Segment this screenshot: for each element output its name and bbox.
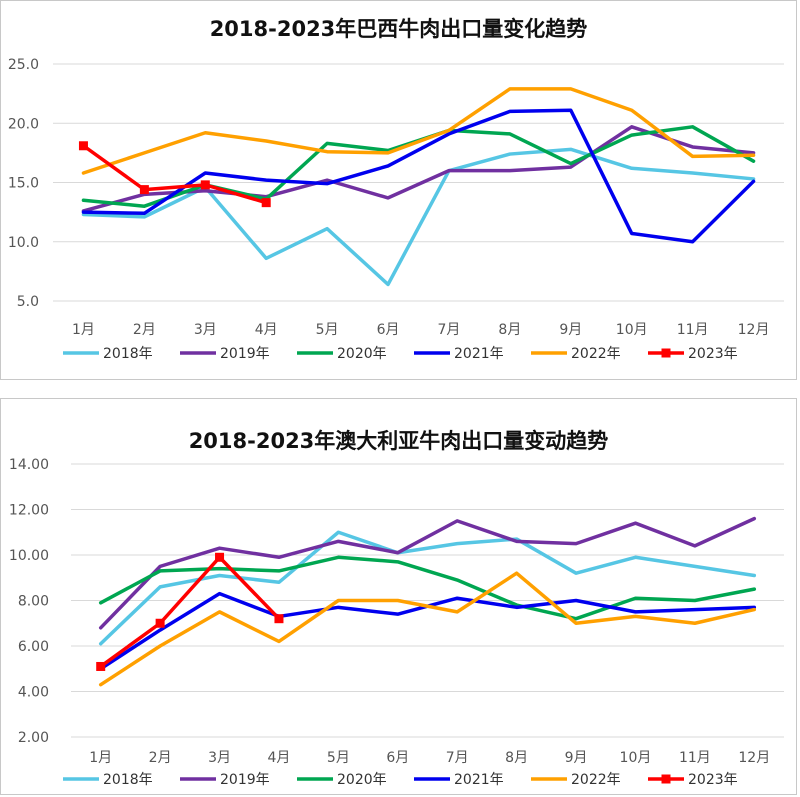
legend-label: 2022年: [571, 346, 621, 362]
data-point-marker: [139, 185, 149, 195]
x-tick-label: 11月: [679, 750, 711, 766]
legend-label: 2021年: [454, 772, 504, 788]
legend-label: 2018年: [103, 346, 153, 362]
x-tick-label: 6月: [386, 750, 409, 766]
x-tick-label: 9月: [565, 750, 588, 766]
legend-label: 2021年: [454, 346, 504, 362]
x-tick-label: 1月: [72, 322, 95, 338]
x-tick-label: 4月: [255, 322, 278, 338]
series-line-2022年: [98, 571, 757, 687]
x-tick-label: 2月: [149, 750, 172, 766]
chart-title: 2018-2023年巴西牛肉出口量变化趋势: [209, 17, 588, 41]
series-line-2019年: [98, 516, 757, 630]
chart-title: 2018-2023年澳大利亚牛肉出口量变动趋势: [188, 429, 609, 453]
brazil-chart-panel: 2018-2023年巴西牛肉出口量变化趋势 5.0 10.0 15.0 20.0 25.…: [0, 0, 797, 380]
x-tick-label: 6月: [377, 322, 400, 338]
legend-label: 2019年: [220, 772, 270, 788]
legend-marker: [661, 774, 671, 784]
series-line-2018年: [98, 530, 757, 646]
y-tick-label: 25.0: [8, 57, 39, 73]
series-line-2023年: [98, 555, 281, 669]
y-tick-label: 4.00: [18, 685, 49, 701]
data-point-marker: [200, 180, 210, 190]
series-line-2023年: [81, 144, 268, 205]
x-tick-label: 2月: [133, 322, 156, 338]
x-tick-label: 12月: [738, 750, 770, 766]
x-tick-label: 12月: [738, 322, 770, 338]
data-point-marker: [261, 198, 271, 208]
x-tick-label: 8月: [505, 750, 528, 766]
y-tick-label: 10.0: [8, 235, 39, 251]
x-tick-label: 7月: [437, 322, 460, 338]
data-point-marker: [96, 661, 106, 671]
x-tick-label: 3月: [208, 750, 231, 766]
legend-label: 2019年: [220, 346, 270, 362]
x-tick-label: 1月: [89, 750, 112, 766]
series-line-2019年: [81, 125, 756, 213]
data-point-marker: [274, 614, 284, 624]
y-tick-label: 20.0: [8, 116, 39, 132]
y-tick-label: 10.00: [9, 548, 49, 564]
x-tick-label: 10月: [620, 750, 652, 766]
legend-label: 2020年: [337, 772, 387, 788]
legend-label: 2018年: [103, 772, 153, 788]
australia-chart-panel: 2018-2023年澳大利亚牛肉出口量变动趋势 2.00 4.00 6.00 8.00…: [0, 398, 797, 795]
data-point-marker: [155, 618, 165, 628]
y-tick-label: 12.00: [9, 503, 49, 519]
legend-label: 2020年: [337, 346, 387, 362]
x-tick-label: 4月: [267, 750, 290, 766]
x-tick-label: 7月: [446, 750, 469, 766]
series-line-2022年: [81, 87, 756, 175]
legend-label: 2022年: [571, 772, 621, 788]
x-tick-label: 11月: [677, 322, 709, 338]
brazil-chart-plot: 5.0 10.0 15.0 20.0 25.0 1月 2月 3月 4月 5月 6月 7月 8月 9月 10月…: [8, 57, 784, 362]
y-tick-label: 6.00: [18, 639, 49, 655]
x-tick-label: 10月: [616, 322, 648, 338]
y-tick-label: 8.00: [18, 594, 49, 610]
y-tick-label: 14.00: [9, 457, 49, 473]
x-tick-label: 5月: [316, 322, 339, 338]
data-point-marker: [215, 552, 225, 562]
australia-chart-plot: 2.00 4.00 6.00 8.00 10.00 12.00 14.00 1月 2月 3月 4月 5…: [9, 457, 784, 788]
y-tick-label: 2.00: [18, 730, 49, 746]
x-tick-label: 5月: [327, 750, 350, 766]
x-tick-label: 8月: [498, 322, 521, 338]
y-tick-label: 15.0: [8, 176, 39, 192]
x-tick-label: 3月: [194, 322, 217, 338]
legend-marker: [661, 348, 671, 358]
x-tick-label: 9月: [559, 322, 582, 338]
series-line-2018年: [81, 147, 756, 287]
data-point-marker: [78, 141, 88, 151]
legend-label: 2023年: [688, 772, 738, 788]
legend-label: 2023年: [688, 346, 738, 362]
y-tick-label: 5.0: [17, 294, 39, 310]
series-line-2021年: [81, 108, 756, 244]
